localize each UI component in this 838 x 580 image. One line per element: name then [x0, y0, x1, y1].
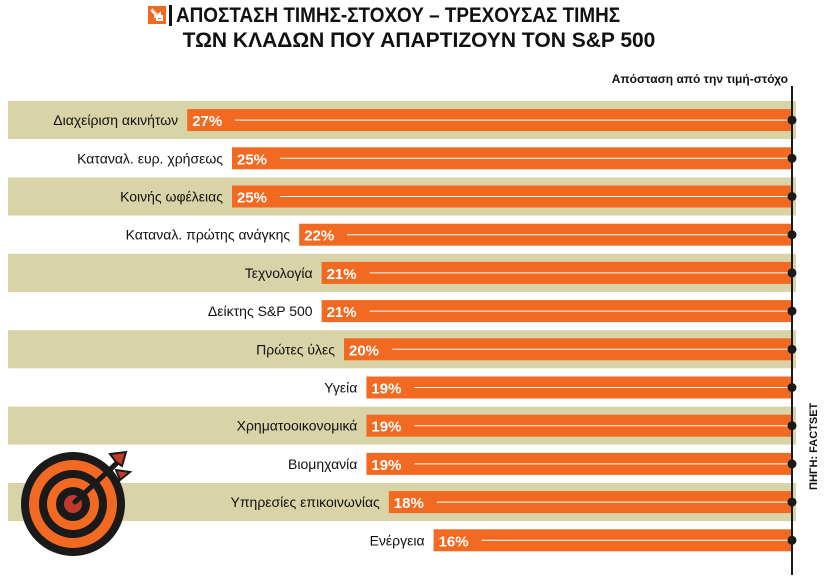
category-label: Καταναλ. πρώτης ανάγκης: [126, 227, 291, 243]
chart-title-line2: ΤΩΝ ΚΛΑΔΩΝ ΠΟΥ ΑΠΑΡΤΙΖΟΥΝ ΤΟΝ S&P 500: [182, 29, 656, 52]
value-label: 19%: [371, 457, 401, 474]
chart-title-line1: ΑΠΟΣΤΑΣΗ ΤΙΜΗΣ-ΣΤΟΧΟΥ – ΤΡΕΧΟΥΣΑΣ ΤΙΜΗΣ: [176, 4, 621, 27]
value-label: 25%: [237, 151, 267, 168]
category-label: Διαχείριση ακινήτων: [53, 112, 178, 128]
value-label: 16%: [439, 533, 469, 550]
axis-title: Απόσταση από την τιμή-στόχο: [611, 72, 788, 86]
category-label: Κοινής ωφέλειας: [120, 189, 223, 205]
target-arrow-icon: [18, 440, 138, 560]
category-label: Πρώτες ύλες: [256, 341, 335, 357]
category-label: Βιομηχανία: [288, 456, 357, 472]
value-label: 27%: [192, 113, 222, 130]
category-label: Υπηρεσίες επικοινωνίας: [231, 494, 380, 510]
category-label: Χρηματοοικονομικά: [237, 418, 358, 434]
value-label: 18%: [394, 495, 424, 512]
value-label: 25%: [237, 190, 267, 207]
category-label: Τεχνολογία: [245, 265, 313, 281]
category-label: Καταναλ. ευρ. χρήσεως: [77, 150, 223, 166]
category-label: Δείκτης S&P 500: [208, 303, 313, 319]
value-label: 22%: [304, 228, 334, 245]
category-label: Υγεία: [324, 380, 357, 396]
arrow-logo-icon: [148, 6, 166, 24]
value-label: 20%: [349, 342, 379, 359]
value-label: 21%: [327, 304, 357, 321]
title-divider: [169, 5, 172, 26]
value-label: 19%: [371, 381, 401, 398]
source-label: ΠΗΓΗ: FACTSET: [808, 402, 820, 490]
value-label: 21%: [327, 266, 357, 283]
chart-header: ΑΠΟΣΤΑΣΗ ΤΙΜΗΣ-ΣΤΟΧΟΥ – ΤΡΕΧΟΥΣΑΣ ΤΙΜΗΣ …: [0, 0, 838, 60]
category-label: Ενέργεια: [370, 532, 425, 548]
value-label: 19%: [371, 419, 401, 436]
